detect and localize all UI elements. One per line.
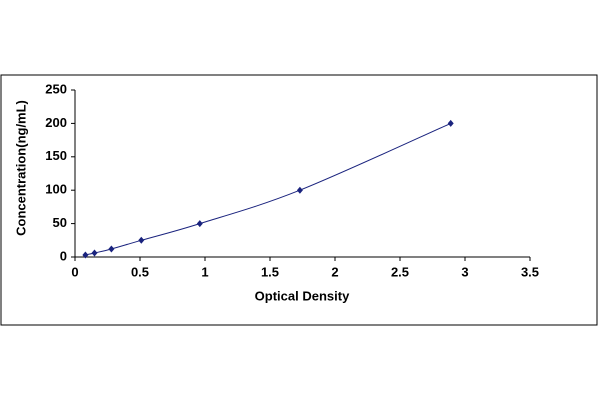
y-tick-label: 250: [45, 81, 67, 96]
x-tick-label: 1: [201, 264, 208, 279]
chart-frame: [0, 74, 598, 326]
x-tick-label: 0.5: [131, 264, 149, 279]
data-point: [138, 236, 145, 244]
x-tick-label: 3: [461, 264, 468, 279]
x-tick-label: 0: [71, 264, 78, 279]
x-axis-label: Optical Density: [255, 288, 350, 303]
x-tick-label: 1.5: [261, 264, 279, 279]
y-tick-label: 50: [53, 215, 67, 230]
y-tick-label: 100: [45, 182, 67, 197]
data-point: [447, 119, 454, 127]
y-tick-label: 0: [60, 248, 67, 263]
data-point: [296, 186, 303, 194]
data-point: [91, 249, 98, 257]
y-tick-label: 150: [45, 148, 67, 163]
x-tick-label: 3.5: [521, 264, 539, 279]
data-point: [108, 245, 115, 253]
y-tick-label: 200: [45, 115, 67, 130]
data-point: [82, 251, 89, 259]
x-tick-label: 2.5: [391, 264, 409, 279]
y-axis-label: Concentration(ng/mL): [13, 100, 28, 236]
x-tick-label: 2: [331, 264, 338, 279]
data-point: [196, 220, 203, 228]
